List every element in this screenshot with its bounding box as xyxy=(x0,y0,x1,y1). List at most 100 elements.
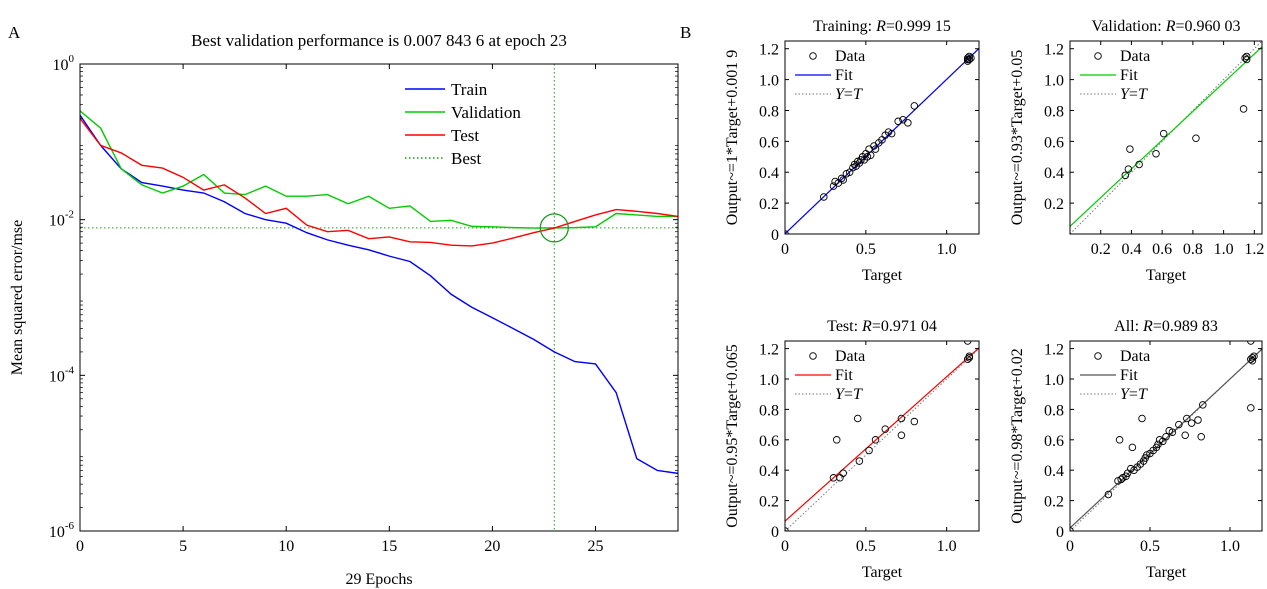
data-point xyxy=(1124,165,1133,173)
regression-plot-test: Test: R=0.971 04 Target Output~=0.95*Targe… xyxy=(724,318,980,581)
data-point xyxy=(871,145,880,153)
plot-frame xyxy=(784,340,980,532)
data-point xyxy=(1181,431,1189,439)
y-tick-label: 100 xyxy=(53,53,75,74)
plot-frame xyxy=(784,40,980,235)
x-tick-label: 25 xyxy=(588,538,604,555)
x-tick-label: 0 xyxy=(781,538,789,555)
y-tick-label: 1.0 xyxy=(1044,73,1064,90)
data-point xyxy=(839,176,847,184)
y-tick-label: 1.2 xyxy=(1044,42,1064,59)
x-axis-label: Target xyxy=(1146,564,1187,581)
plot-frame xyxy=(1069,40,1263,235)
data-point xyxy=(871,436,880,444)
data-point xyxy=(881,425,889,433)
data-point xyxy=(1115,436,1124,444)
y-tick-label: 0.2 xyxy=(1044,196,1064,213)
x-tick-label: 1.0 xyxy=(1214,241,1234,258)
data-point xyxy=(1152,149,1160,158)
data-point xyxy=(837,174,846,183)
y-tick-label: 0.8 xyxy=(759,402,779,419)
y-tick-label: 0.8 xyxy=(759,103,779,120)
y-tick-label: 0.2 xyxy=(759,196,779,213)
data-point xyxy=(1194,416,1202,424)
data-point xyxy=(1104,490,1113,499)
x-tick-label: 0 xyxy=(781,241,789,258)
legend-data-marker xyxy=(1094,352,1102,360)
data-point xyxy=(963,57,972,65)
y-tick-label: 10-6 xyxy=(49,520,75,541)
data-point xyxy=(1168,428,1177,436)
y-axis-label: Output~=0.95*Target+0.065 xyxy=(724,344,741,528)
identity-line xyxy=(1070,41,1262,234)
y-tick-label: 1.2 xyxy=(759,42,779,59)
plot-title: Validation: R=0.960 03 xyxy=(1091,18,1240,35)
data-point xyxy=(910,102,919,110)
data-point xyxy=(1242,55,1251,64)
data-point xyxy=(963,54,972,62)
regression-plot-all: All: R=0.989 83 Target Output~=0.98*Target… xyxy=(1009,318,1263,581)
data-point xyxy=(894,117,902,126)
data-point xyxy=(865,446,873,455)
legend-label-data: Data xyxy=(835,48,865,65)
data-point xyxy=(910,417,919,426)
x-tick-label: 5 xyxy=(179,538,187,555)
series-line-validation xyxy=(80,110,678,229)
data-point xyxy=(832,436,841,444)
x-tick-label: 0.2 xyxy=(1091,241,1111,258)
data-point xyxy=(1248,357,1257,365)
x-tick-label: 1.0 xyxy=(1220,538,1240,555)
y-tick-label: 1.0 xyxy=(759,73,779,90)
performance-chart: Best validation performance is 0.007 843… xyxy=(9,31,679,588)
data-point xyxy=(1159,129,1168,138)
y-axis-label: Output~=1*Target+0.001 9 xyxy=(724,50,741,226)
data-point xyxy=(1248,353,1257,362)
legend-data-marker xyxy=(809,352,817,360)
plot-frame xyxy=(1069,340,1263,532)
x-tick-label: 10 xyxy=(278,538,294,555)
x-tick-label: 0.8 xyxy=(1183,241,1203,258)
data-point xyxy=(839,469,847,477)
plot-title: All: R=0.989 83 xyxy=(1114,318,1218,335)
y-tick-label: 1.0 xyxy=(759,372,779,389)
plot-title: Training: R=0.999 15 xyxy=(813,18,951,35)
legend-label: Best xyxy=(451,149,482,168)
data-point xyxy=(1126,145,1134,153)
data-point xyxy=(1175,420,1183,429)
x-axis-label: 29 Epochs xyxy=(345,571,412,588)
y-tick-label: 0 xyxy=(771,524,779,541)
y-tick-label: 0.6 xyxy=(1044,433,1064,450)
data-point xyxy=(1121,171,1130,180)
data-point xyxy=(1241,54,1249,62)
legend-label-yt: Y=T xyxy=(835,386,863,403)
y-tick-label: 0 xyxy=(1056,524,1064,541)
data-point xyxy=(1247,404,1255,412)
data-point xyxy=(866,151,875,160)
x-tick-label: 1.2 xyxy=(1244,241,1264,258)
legend-label: Test xyxy=(451,126,479,145)
y-tick-label: 0 xyxy=(771,227,779,244)
data-point xyxy=(904,119,912,127)
data-point xyxy=(854,414,862,423)
x-tick-label: 20 xyxy=(484,538,500,555)
regression-plot-validation: Validation: R=0.960 03 Target Output~=0.93… xyxy=(1009,18,1264,284)
legend-data-marker xyxy=(809,52,817,60)
y-tick-label: 0.4 xyxy=(1044,463,1064,480)
data-point xyxy=(1128,443,1137,452)
fit-line xyxy=(1070,348,1262,529)
y-tick-label: 10-4 xyxy=(49,364,75,385)
y-axis-label: Output~=0.98*Target+0.02 xyxy=(1009,348,1026,524)
data-point xyxy=(1197,433,1205,441)
data-point xyxy=(963,355,972,363)
series-line-test xyxy=(80,117,678,247)
data-point xyxy=(865,145,873,153)
x-tick-label: 0 xyxy=(1066,538,1074,555)
panel-b-label: B xyxy=(680,23,691,42)
data-point xyxy=(1187,419,1196,427)
y-tick-label: 0.4 xyxy=(759,165,779,182)
x-tick-label: 0.6 xyxy=(1152,241,1172,258)
y-tick-label: 1.0 xyxy=(1044,372,1064,389)
y-tick-label: 0.8 xyxy=(1044,402,1064,419)
x-tick-label: 1.0 xyxy=(937,538,957,555)
data-point xyxy=(1183,414,1191,423)
